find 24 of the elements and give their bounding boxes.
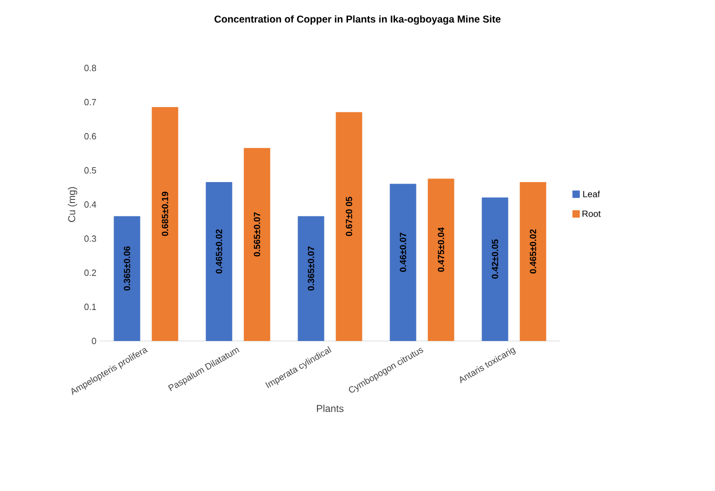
y-tick-label: 0.2 [84, 270, 96, 276]
chart-title: Concentration of Copper in Plants in Ika-ogboyaga Mine Site [214, 15, 501, 25]
y-axis-title: Cu (mg) [68, 187, 78, 222]
y-tick-label: 0.4 [84, 201, 96, 208]
data-label: 0.46±0.07 [400, 232, 406, 272]
data-label: 0.67±0 05 [346, 196, 352, 236]
legend-label: Leaf [583, 190, 600, 198]
y-tick-label: 0.6 [84, 133, 96, 140]
data-label: 0.365±0.07 [308, 246, 314, 291]
y-tick-label: 0 [92, 338, 96, 344]
data-label: 0.685±0.19 [162, 192, 168, 236]
data-label: 0.465±0.02 [530, 229, 536, 274]
y-tick-label: 0.5 [84, 167, 96, 174]
data-label: 0.42±0.05 [492, 239, 498, 279]
data-label: 0.365±0.06 [124, 246, 130, 291]
y-tick-label: 0.8 [84, 64, 96, 72]
data-label: 0.465±0.02 [216, 229, 222, 274]
y-tick-label: 0.1 [84, 304, 96, 310]
data-label: 0.475±0.04 [438, 227, 444, 272]
legend-label: Root [582, 210, 601, 217]
data-label: 0.565±0.07 [254, 212, 260, 256]
y-tick-label: 0.7 [84, 98, 96, 106]
x-axis-title: Plants [316, 404, 344, 412]
y-tick-label: 0.3 [84, 235, 96, 242]
